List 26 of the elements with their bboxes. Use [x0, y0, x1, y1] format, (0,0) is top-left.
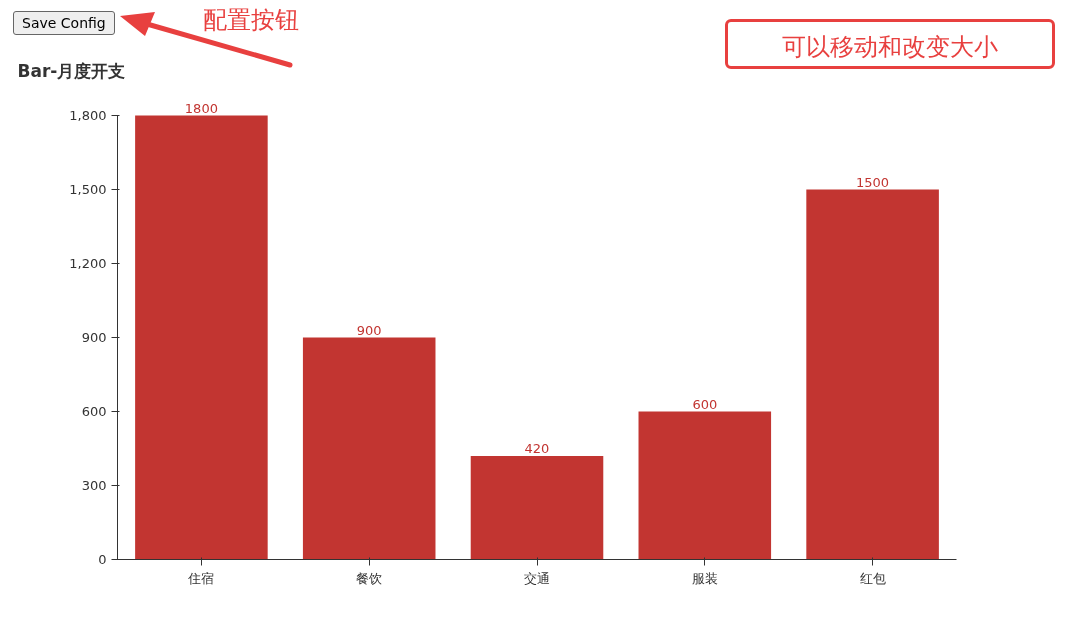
text: 可以移动和改变大小 — [725, 19, 1055, 69]
data-label: 1800 — [184, 100, 218, 116]
x-tick-label: 餐饮 — [356, 570, 383, 586]
data-label: 900 — [356, 322, 382, 338]
y-tick-label: 0 — [98, 552, 107, 567]
bar — [470, 455, 604, 560]
x-tick-label: 红包 — [859, 570, 886, 586]
y-tick-label: 600 — [81, 404, 107, 419]
bar — [638, 411, 772, 560]
x-tick-label: 住宿 — [187, 570, 215, 586]
y-tick-label: 1,200 — [69, 256, 107, 271]
chart-title: Bar-月度开支 — [17, 60, 126, 81]
text: Save Config — [13, 11, 115, 35]
x-tick-label: 交通 — [524, 570, 550, 586]
y-tick-label: 300 — [81, 478, 107, 493]
bar — [302, 337, 436, 560]
y-tick-label: 900 — [81, 330, 107, 345]
y-tick-label: 1,500 — [69, 182, 107, 197]
data-label: 420 — [524, 440, 550, 456]
text: 配置按钮 — [203, 5, 299, 36]
bar — [135, 115, 268, 560]
data-label: 1500 — [856, 174, 890, 190]
data-label: 600 — [692, 396, 718, 412]
x-tick-label: 服装 — [691, 570, 718, 586]
y-tick-label: 1,800 — [69, 108, 107, 123]
bar — [806, 189, 939, 560]
